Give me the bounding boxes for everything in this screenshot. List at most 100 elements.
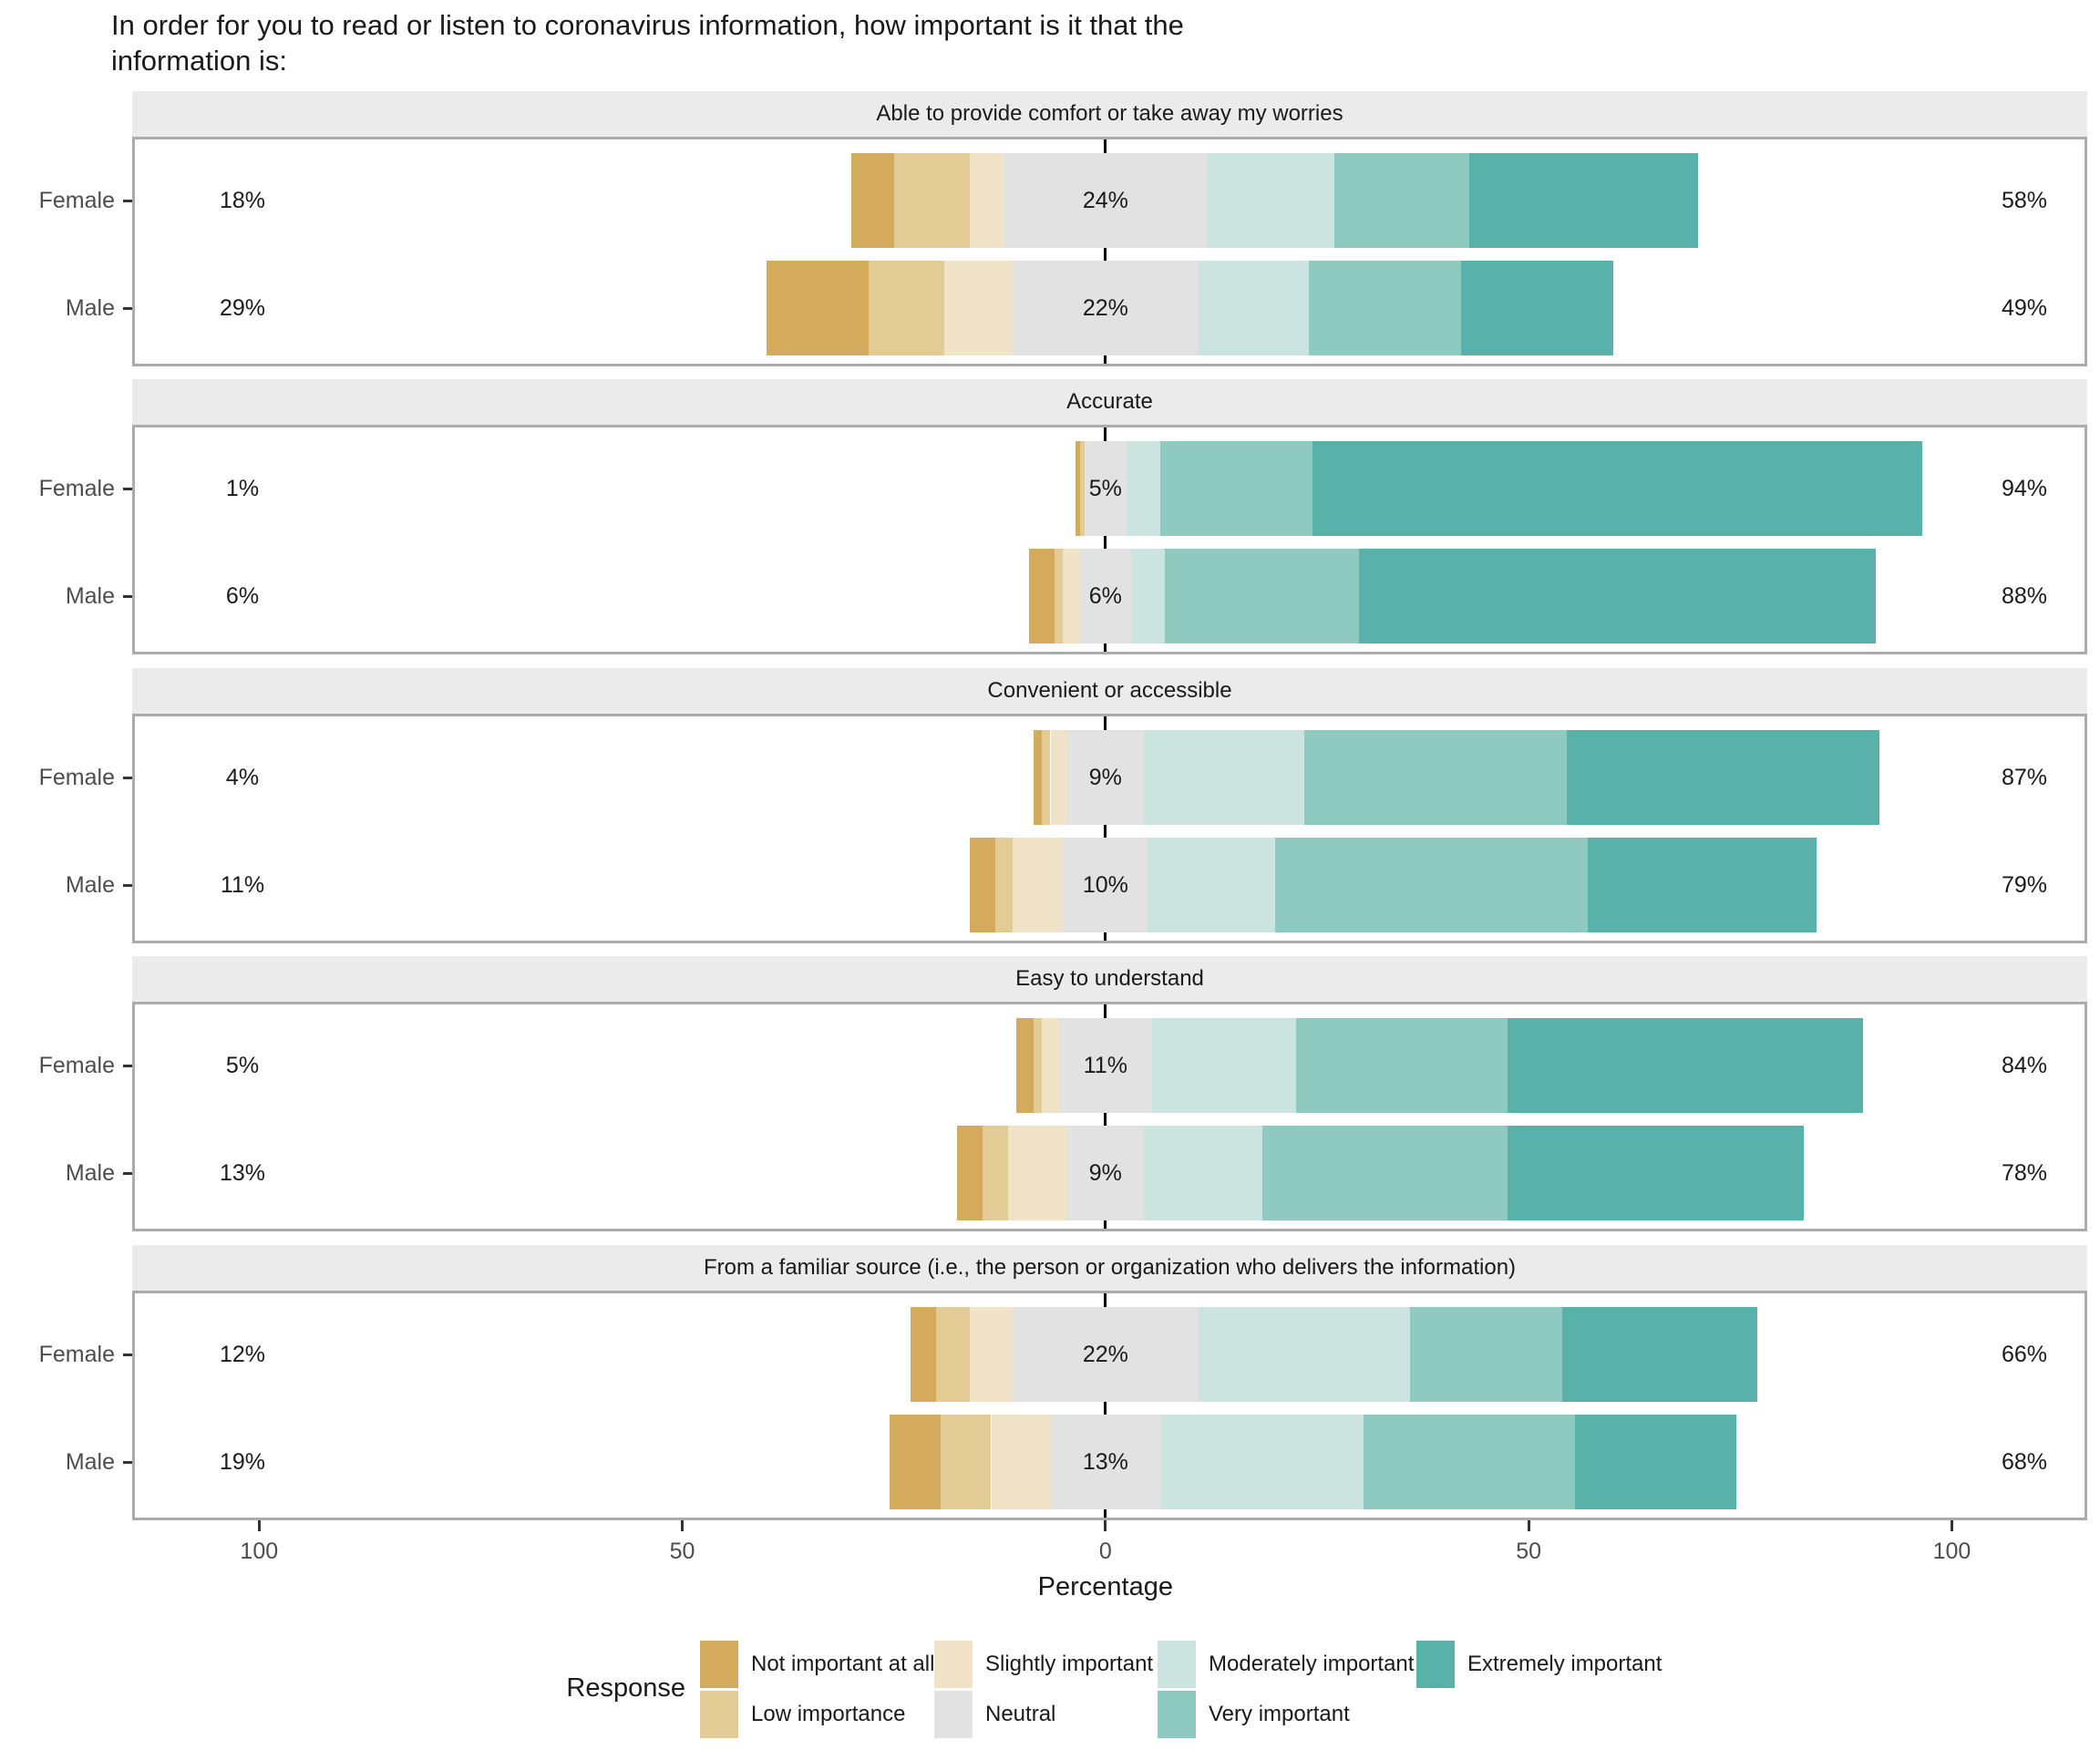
left-total-label: 11% <box>220 871 265 898</box>
x-tick <box>681 1520 685 1531</box>
y-tick <box>123 199 132 202</box>
bar-segment <box>1016 1018 1034 1113</box>
right-total-label: 84% <box>2001 1052 2048 1078</box>
left-total-label: 29% <box>219 294 266 321</box>
bar-segment <box>1143 1126 1262 1220</box>
x-tick-label: 50 <box>669 1539 695 1564</box>
bar-segment <box>1063 838 1148 932</box>
bar-segment <box>911 1307 937 1402</box>
left-total-label: 6% <box>225 582 260 609</box>
bar-segment <box>1333 153 1470 248</box>
bar-segment <box>1080 441 1085 536</box>
bar-segment <box>1151 1018 1296 1113</box>
facet-title-strip: From a familiar source (i.e., the person… <box>132 1245 2087 1291</box>
left-total-label: 13% <box>219 1159 266 1186</box>
y-tick <box>123 306 132 310</box>
bar-segment <box>1359 549 1876 643</box>
facet-title-strip: Convenient or accessible <box>132 668 2087 714</box>
facet-plot: Female 12% 22% 66% Male 19% 13% 68% <box>39 1291 2087 1520</box>
bar-segment <box>1312 441 1922 536</box>
bar-segment <box>1295 1018 1508 1113</box>
y-tick <box>123 883 132 887</box>
bar-segment <box>1127 441 1161 536</box>
bar-segment <box>868 261 945 355</box>
bar-segment <box>1160 1415 1364 1509</box>
right-total-label: 66% <box>2001 1341 2048 1367</box>
bar-segment <box>1148 838 1275 932</box>
facet-plot: Female 4% 9% 87% Male 11% 10% 79% <box>39 714 2087 943</box>
bar-segment <box>1562 1307 1757 1402</box>
bar-segment <box>1575 1415 1736 1509</box>
zero-gridline <box>1104 716 1107 941</box>
left-total-label: 1% <box>225 475 260 501</box>
bar-segment <box>1050 1415 1161 1509</box>
bar-segment <box>1304 730 1567 825</box>
y-tick <box>123 1171 132 1175</box>
bar-segment <box>936 1307 971 1402</box>
legend-swatch <box>1416 1641 1455 1688</box>
bar-segment <box>767 261 869 355</box>
row-label: Male <box>65 1448 115 1475</box>
bar-segment <box>1410 1307 1563 1402</box>
neutral-label: 9% <box>1088 764 1122 790</box>
left-total-label: 19% <box>219 1448 266 1475</box>
bar-segment <box>1207 153 1334 248</box>
neutral-label: 22% <box>1082 294 1128 321</box>
bar-segment <box>957 1126 983 1220</box>
bar-segment <box>944 261 1013 355</box>
x-tick <box>1950 1520 1953 1531</box>
bar-segment <box>1261 1126 1508 1220</box>
legend-swatch <box>1158 1691 1196 1738</box>
facet-plot: Female 18% 24% 58% Male 29% 22% 49% <box>39 137 2087 366</box>
facet-title-strip: Easy to understand <box>132 956 2087 1002</box>
bar-segment <box>1004 153 1208 248</box>
neutral-label: 10% <box>1082 871 1128 898</box>
bar-segment <box>1067 730 1144 825</box>
neutral-label: 13% <box>1082 1448 1128 1475</box>
bar-segment <box>983 1126 1009 1220</box>
right-total-label: 68% <box>2001 1448 2048 1475</box>
legend-item-label: Slightly important <box>985 1652 1154 1676</box>
row-label: Male <box>65 582 115 609</box>
facet-title-strip: Accurate <box>132 379 2087 425</box>
facet-title: Easy to understand <box>1015 966 1204 991</box>
bar-segment <box>1364 1415 1576 1509</box>
legend-swatch <box>700 1691 738 1738</box>
right-total-label: 88% <box>2001 582 2048 609</box>
bar-segment <box>1566 730 1880 825</box>
zero-gridline <box>1104 1293 1107 1518</box>
legend-swatch <box>934 1641 973 1688</box>
zero-gridline <box>1104 139 1107 364</box>
x-tick-label: 50 <box>1516 1539 1542 1564</box>
x-tick <box>1527 1520 1530 1531</box>
right-total-label: 78% <box>2001 1159 2048 1186</box>
row-label: Female <box>38 764 115 790</box>
bar-segment <box>1058 1018 1152 1113</box>
neutral-label: 11% <box>1083 1052 1127 1078</box>
zero-gridline <box>1104 427 1107 652</box>
bar-segment <box>1199 261 1309 355</box>
bar-segment <box>970 838 996 932</box>
bar-segment <box>1199 1307 1411 1402</box>
y-tick <box>123 776 132 779</box>
bar-segment <box>1130 549 1165 643</box>
bar-segment <box>1460 261 1613 355</box>
bar-segment <box>1055 549 1064 643</box>
zero-gridline <box>1104 1004 1107 1229</box>
y-tick <box>123 1353 132 1356</box>
bar-segment <box>1507 1018 1863 1113</box>
neutral-label: 24% <box>1082 187 1128 213</box>
bar-segment <box>1080 549 1131 643</box>
right-total-label: 87% <box>2001 764 2048 790</box>
right-total-label: 58% <box>2001 187 2048 213</box>
legend-item-label: Moderately important <box>1209 1652 1415 1676</box>
y-tick <box>123 1064 132 1067</box>
facet-plot: Female 1% 5% 94% Male 6% 6% 88% <box>39 425 2087 654</box>
facet-plot: Female 5% 11% 84% Male 13% 9% 78% <box>39 1002 2087 1231</box>
bar-segment <box>1012 261 1199 355</box>
bar-segment <box>1063 549 1080 643</box>
facet-title: Able to provide comfort or take away my … <box>876 101 1343 126</box>
x-tick-label: 100 <box>240 1539 279 1564</box>
bar-segment <box>991 1415 1051 1509</box>
